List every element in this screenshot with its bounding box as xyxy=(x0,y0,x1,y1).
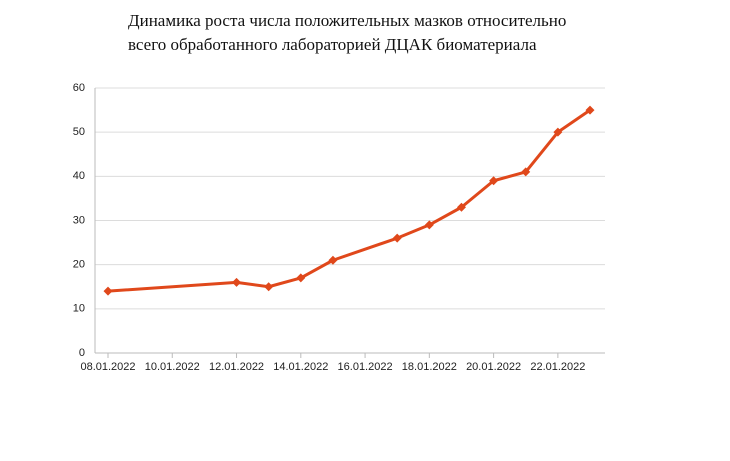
marker xyxy=(424,220,434,230)
x-tick-label: 22.01.2022 xyxy=(530,361,585,373)
x-tick-label: 18.01.2022 xyxy=(402,361,457,373)
chart-title: Динамика роста числа положительных мазко… xyxy=(128,11,566,30)
x-tick-label: 08.01.2022 xyxy=(80,361,135,373)
chart-title: всего обработанного лабораторией ДЦАК би… xyxy=(128,35,537,54)
marker xyxy=(232,277,242,287)
marker xyxy=(103,286,113,296)
x-tick-label: 10.01.2022 xyxy=(145,361,200,373)
y-tick-label: 0 xyxy=(79,347,85,359)
marker xyxy=(553,127,563,137)
y-tick-label: 30 xyxy=(73,214,85,226)
series-line xyxy=(107,108,591,293)
marker xyxy=(489,176,499,186)
marker xyxy=(392,233,402,243)
y-tick-label: 20 xyxy=(73,259,85,271)
marker xyxy=(585,105,595,115)
x-tick-label: 14.01.2022 xyxy=(273,361,328,373)
y-tick-label: 60 xyxy=(73,82,85,94)
y-tick-label: 40 xyxy=(73,170,85,182)
marker xyxy=(328,255,338,265)
x-tick-label: 12.01.2022 xyxy=(209,361,264,373)
y-tick-label: 10 xyxy=(73,303,85,315)
x-tick-label: 16.01.2022 xyxy=(338,361,393,373)
marker xyxy=(264,282,274,292)
marker xyxy=(521,167,531,177)
marker xyxy=(456,202,466,212)
x-tick-label: 20.01.2022 xyxy=(466,361,521,373)
y-tick-label: 50 xyxy=(73,126,85,138)
marker xyxy=(296,273,306,283)
